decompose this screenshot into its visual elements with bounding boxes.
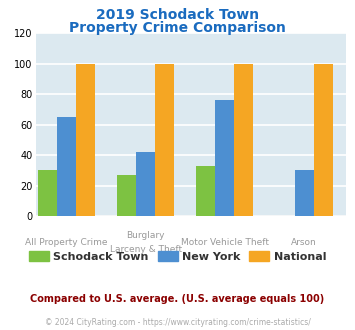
Text: Arson: Arson	[291, 238, 317, 247]
Bar	[38, 170, 57, 216]
Bar	[136, 152, 155, 216]
Bar	[234, 63, 253, 216]
Bar	[155, 63, 174, 216]
Legend: Schodack Town, New York, National: Schodack Town, New York, National	[24, 247, 331, 267]
Bar	[295, 170, 313, 216]
Text: 2019 Schodack Town: 2019 Schodack Town	[96, 8, 259, 22]
Text: © 2024 CityRating.com - https://www.cityrating.com/crime-statistics/: © 2024 CityRating.com - https://www.city…	[45, 318, 310, 327]
Bar	[57, 117, 76, 216]
Text: Compared to U.S. average. (U.S. average equals 100): Compared to U.S. average. (U.S. average …	[31, 294, 324, 304]
Bar	[117, 175, 136, 216]
Text: Larceny & Theft: Larceny & Theft	[110, 246, 182, 254]
Text: Property Crime Comparison: Property Crime Comparison	[69, 21, 286, 35]
Text: Motor Vehicle Theft: Motor Vehicle Theft	[181, 238, 269, 247]
Text: Burglary: Burglary	[126, 231, 165, 240]
Bar	[196, 166, 215, 216]
Bar	[76, 63, 95, 216]
Bar	[215, 100, 234, 216]
Text: All Property Crime: All Property Crime	[25, 238, 108, 247]
Bar	[313, 63, 333, 216]
